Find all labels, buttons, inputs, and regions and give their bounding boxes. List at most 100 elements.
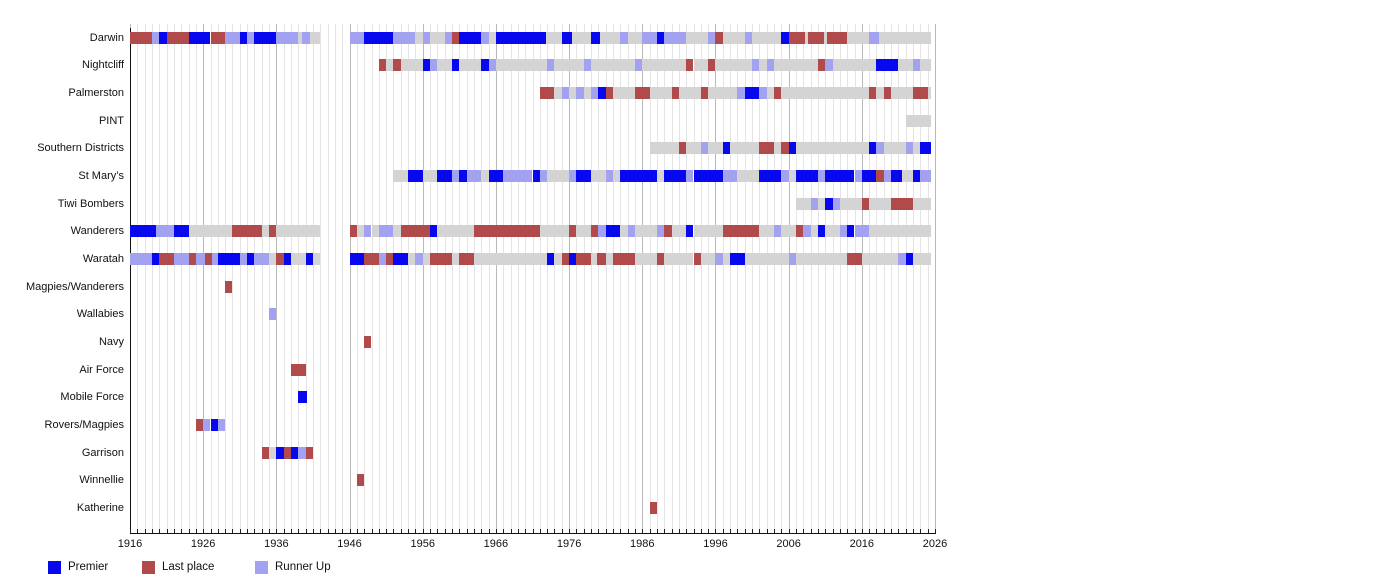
timeline-segment-last xyxy=(166,31,189,44)
timeline-segment-last xyxy=(269,225,277,238)
team-label: PINT xyxy=(98,114,124,127)
timeline-segment-premier xyxy=(905,253,914,266)
x-axis-ticks xyxy=(130,529,936,539)
gridline-decade xyxy=(422,24,424,533)
timeline-segment-premier xyxy=(598,87,606,100)
axis-tick-label: 2006 xyxy=(776,538,801,550)
timeline-segment-last xyxy=(656,253,665,266)
gridline-decade xyxy=(349,24,351,533)
team-row: St Mary’s xyxy=(0,162,940,190)
timeline-segment-active xyxy=(876,87,884,100)
timeline-segment-runner xyxy=(539,170,548,183)
timeline-segment-active xyxy=(847,31,870,44)
timeline-segment-active xyxy=(393,225,401,238)
axis-tick xyxy=(649,529,651,533)
gridline-year xyxy=(613,24,614,533)
timeline-segment-active xyxy=(613,87,635,100)
gridline-year xyxy=(825,24,827,533)
gridline-year xyxy=(400,24,402,533)
axis-tick xyxy=(254,529,256,533)
timeline-segment-active xyxy=(583,87,592,100)
timeline-segment-runner xyxy=(349,31,365,44)
legend-label-premier: Premier xyxy=(68,561,109,573)
timeline-segment-runner xyxy=(708,31,716,44)
timeline-segment-active xyxy=(861,253,899,266)
timeline-segment-runner xyxy=(481,31,489,44)
axis-tick xyxy=(415,529,417,533)
timeline-segment-premier xyxy=(722,142,731,155)
axis-tick xyxy=(693,529,695,533)
axis-tick xyxy=(788,529,790,533)
timeline-segment-last xyxy=(276,253,284,266)
timeline-segment-last xyxy=(678,142,687,155)
timeline-segment-premier xyxy=(459,31,482,44)
team-row: Wallabies xyxy=(0,301,940,329)
timeline-segment-runner xyxy=(547,59,555,72)
axis-tick xyxy=(803,529,805,533)
timeline-segment-last xyxy=(664,225,672,238)
timeline-segment-active xyxy=(649,142,679,155)
timeline-segment-active xyxy=(781,225,796,238)
team-row: Palmerston xyxy=(0,79,940,107)
team-row: Nightcliff xyxy=(0,52,940,80)
timeline-segment-active xyxy=(693,225,723,238)
timeline-segment-last xyxy=(781,142,789,155)
timeline-segment-active xyxy=(804,31,808,44)
timeline-segment-runner xyxy=(422,31,431,44)
timeline-segment-last xyxy=(261,446,270,459)
timeline-segment-last xyxy=(686,59,694,72)
axis-tick xyxy=(547,529,549,533)
axis-tick xyxy=(181,529,183,533)
gridline-year xyxy=(883,24,885,533)
timeline-segment-last xyxy=(861,197,870,210)
timeline-segment-active xyxy=(879,31,932,44)
gridline-year xyxy=(591,24,593,533)
axis-tick xyxy=(920,529,922,533)
timeline-segment-premier xyxy=(452,59,460,72)
timeline-segment-premier xyxy=(591,31,600,44)
timeline-segment-last xyxy=(591,225,599,238)
axis-tick-label: 1966 xyxy=(483,538,509,550)
gridline-year xyxy=(854,24,856,533)
timeline-segment-runner xyxy=(664,31,687,44)
gridline-year xyxy=(634,24,636,533)
axis-tick xyxy=(195,529,197,533)
timeline-segment-runner xyxy=(598,225,606,238)
timeline-segment-runner xyxy=(774,225,782,238)
timeline-segment-runner xyxy=(393,31,416,44)
axis-tick xyxy=(561,529,563,533)
timeline-segment-runner xyxy=(803,225,811,238)
team-label: Darwin xyxy=(89,31,124,44)
timeline-segment-active xyxy=(569,87,577,100)
timeline-segment-premier xyxy=(217,253,240,266)
gridline-year xyxy=(605,24,607,533)
gridline-year xyxy=(371,24,373,533)
timeline-segment-premier xyxy=(891,170,903,183)
gridline-year xyxy=(554,24,556,533)
team-row: Darwin xyxy=(0,24,940,52)
axis-tick-label: 1936 xyxy=(264,538,289,550)
axis-tick xyxy=(342,529,344,533)
axis-tick xyxy=(722,529,724,533)
gridline-year xyxy=(832,24,834,533)
axis-tick xyxy=(488,529,490,533)
timeline-segment-active xyxy=(898,59,914,72)
gridline-year xyxy=(576,24,578,533)
gridline-year xyxy=(759,24,761,533)
gridline-year xyxy=(473,24,475,533)
timeline-segment-premier xyxy=(861,170,877,183)
team-label: Rovers/Magpies xyxy=(44,419,124,432)
gridline-year xyxy=(693,24,695,533)
timeline-segment-runner xyxy=(591,87,599,100)
axis-tick xyxy=(232,529,234,533)
legend-label-runner-up: Runner Up xyxy=(275,561,331,573)
timeline-segment-active xyxy=(408,253,416,266)
timeline-segment-premier xyxy=(173,225,189,238)
timeline-segment-last xyxy=(876,170,884,183)
gridline-year xyxy=(839,24,841,533)
team-bars xyxy=(130,162,935,190)
gridline-decade xyxy=(861,24,863,533)
axis-tick xyxy=(320,529,322,533)
team-bars xyxy=(130,384,935,412)
timeline-segment-runner xyxy=(211,253,218,266)
